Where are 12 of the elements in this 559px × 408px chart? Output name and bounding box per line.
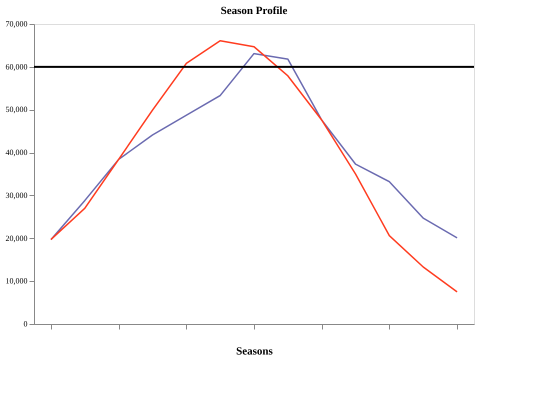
y-tick-label: 40,000 xyxy=(6,148,28,158)
chart-title: Season Profile xyxy=(220,5,288,17)
y-tick-label: 60,000 xyxy=(6,62,28,72)
y-tick-label: 10,000 xyxy=(6,276,28,286)
y-tick-label: 30,000 xyxy=(6,190,28,200)
y-tick-label: 0 xyxy=(24,320,28,328)
y-tick-label: 20,000 xyxy=(6,234,28,243)
y-tick-label: 50,000 xyxy=(6,105,28,114)
line-series xyxy=(50,52,458,240)
line-series xyxy=(50,40,458,293)
y-tick-label: 70,000 xyxy=(6,20,28,28)
x-axis-title: Seasons xyxy=(236,346,274,358)
